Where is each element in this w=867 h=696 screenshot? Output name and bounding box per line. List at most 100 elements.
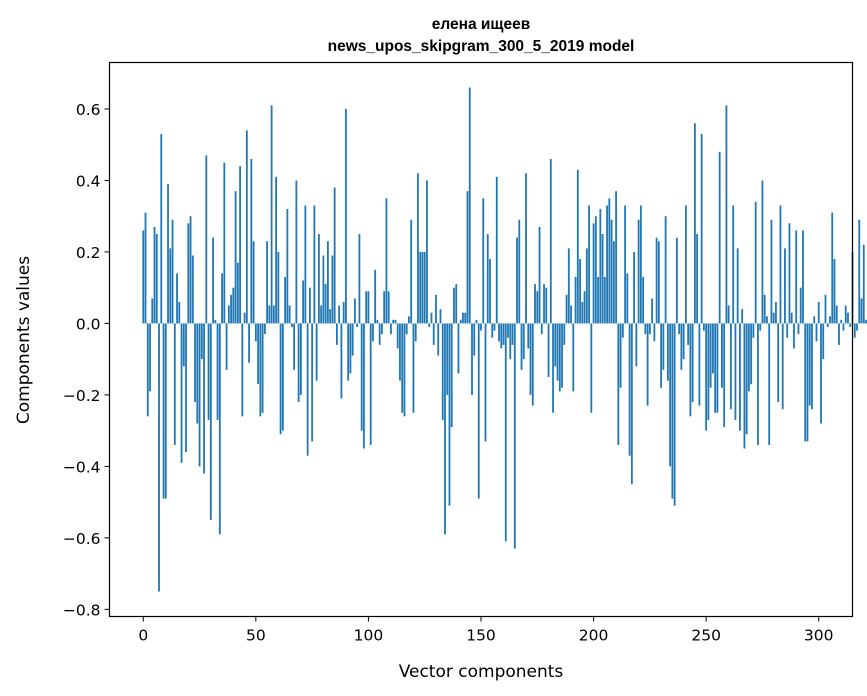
bar [754,201,757,324]
bar [741,309,744,324]
bar [155,234,158,324]
bar [149,323,151,392]
bar [185,323,187,453]
bar [561,323,563,388]
bar [167,184,169,324]
bar [223,162,226,324]
bar [473,323,476,356]
bar [556,323,559,381]
bar [320,305,323,324]
x-tick-label: 100 [354,627,384,645]
y-tick-label: 0.2 [76,244,101,262]
bar [158,323,160,592]
bar [538,226,541,324]
bar [200,323,203,360]
bar [259,323,262,417]
bar [207,323,210,420]
bar [858,219,861,324]
bar [520,323,523,370]
y-tick-label: −0.6 [63,530,101,548]
bar [856,323,858,331]
bar [761,180,764,324]
bar [513,323,516,549]
bar [471,323,473,395]
bar [813,316,816,324]
bar [169,248,172,324]
bar [315,323,318,381]
bar [603,276,606,324]
bar [493,323,496,331]
bar [394,319,397,324]
bar [554,323,557,367]
bar [365,291,368,324]
bar [768,323,771,445]
bar [705,323,708,431]
bar [612,241,615,324]
bar [838,323,840,345]
x-tick-label: 250 [691,627,721,645]
bar [322,255,325,324]
bar [146,323,149,417]
chart-title-line-1: елена ищеев [432,16,531,33]
bar [263,323,266,335]
bar [218,323,221,535]
bar [435,294,437,324]
bar [302,280,305,324]
bar [372,323,374,342]
bar [176,273,178,324]
bar [504,323,507,542]
bar [387,291,390,324]
bar [808,323,811,406]
bar [423,251,426,324]
bar [239,166,241,324]
bar [518,219,521,324]
bar [417,173,419,324]
bar [815,323,818,342]
bar [570,305,572,324]
bar [540,323,543,335]
bar [245,130,248,324]
bar [698,323,701,406]
bar [779,205,782,324]
bar [272,305,275,324]
bar [822,323,825,360]
bar [829,316,831,324]
bar [351,323,354,356]
bar [734,323,737,420]
bar [615,191,617,324]
x-axis-ticks: 0 50 100 150 200 250 300 [138,616,834,645]
bar [660,323,663,388]
bar [662,323,665,370]
bar [547,323,550,378]
bar [678,323,681,335]
bar [772,312,775,324]
bar [441,323,444,420]
bar [173,323,176,445]
bar [189,216,192,324]
bar [374,269,377,324]
bar [392,319,395,324]
bar [775,301,777,324]
bar [180,323,183,463]
bar [797,323,800,335]
bar [693,123,696,324]
bar [543,284,545,324]
bar [336,323,338,345]
bar [689,323,692,417]
bar [232,287,235,324]
bar [401,323,404,413]
bar [376,319,379,324]
bar [675,237,678,324]
bar [277,251,280,324]
bar [644,323,647,335]
bar [531,323,534,406]
bar [648,323,651,335]
bar [549,159,552,324]
bar [750,323,753,385]
bar [412,323,415,413]
bar [502,323,505,345]
bar [151,298,154,324]
bar [297,323,300,403]
bar [281,323,284,431]
bar [626,273,629,324]
